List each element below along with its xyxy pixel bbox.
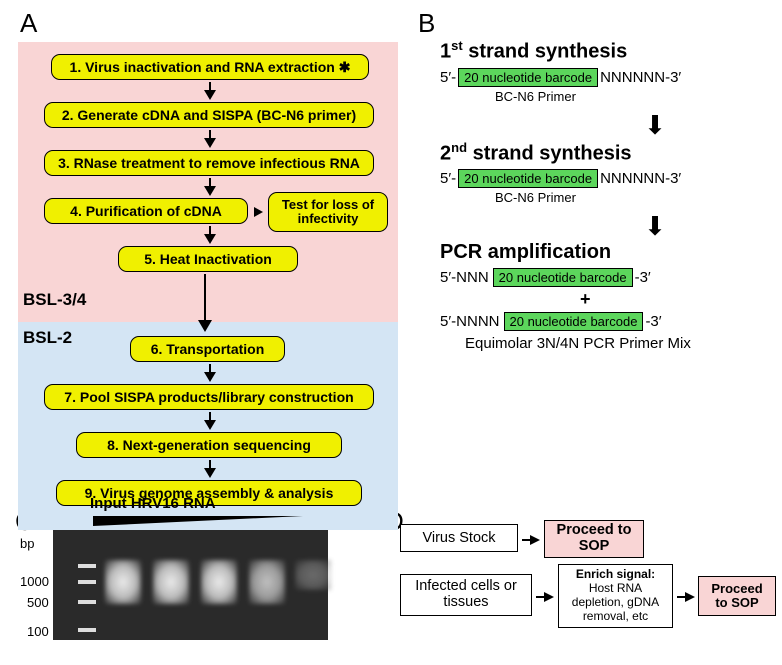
five-prime: 5′- bbox=[440, 69, 456, 86]
mix-label: Equimolar 3N/4N PCR Primer Mix bbox=[465, 335, 770, 352]
virus-stock-box: Virus Stock bbox=[400, 524, 518, 552]
gel-lane bbox=[105, 560, 141, 604]
title1-sup: st bbox=[451, 38, 463, 53]
title1-post: strand synthesis bbox=[463, 41, 628, 63]
arrow-icon bbox=[204, 468, 216, 478]
enrich-box: Enrich signal: Host RNA depletion, gDNA … bbox=[558, 564, 673, 628]
plus-sign: + bbox=[580, 289, 770, 310]
title2-sup: nd bbox=[451, 140, 467, 155]
barcode-box: 20 nucleotide barcode bbox=[458, 169, 598, 188]
n-sequence: NNNNNN bbox=[600, 69, 665, 86]
panel-b-label: B bbox=[418, 8, 435, 39]
bc-label: BC-N6 Primer bbox=[495, 190, 770, 205]
enrich-body: Host RNA depletion, gDNA removal, etc bbox=[567, 582, 664, 623]
gel-lane bbox=[249, 560, 285, 604]
nnn: NNN bbox=[456, 269, 489, 286]
three-prime: -3′ bbox=[635, 269, 651, 286]
bsl34-background bbox=[18, 42, 398, 322]
step-6: 6. Transportation bbox=[130, 336, 285, 362]
step-3: 3. RNase treatment to remove infectious … bbox=[44, 150, 374, 176]
primer-3: 5′- NNN 20 nucleotide barcode -3′ bbox=[440, 268, 770, 287]
barcode-box: 20 nucleotide barcode bbox=[504, 312, 644, 331]
n-sequence: NNNNNN bbox=[600, 170, 665, 187]
arrow-right-icon bbox=[544, 592, 554, 602]
arrow-right-icon bbox=[254, 207, 263, 217]
three-prime: -3′ bbox=[665, 170, 681, 187]
step-8: 8. Next-generation sequencing bbox=[76, 432, 342, 458]
arrow-icon bbox=[204, 90, 216, 100]
bp-500: 500 bbox=[27, 595, 49, 610]
bsl2-label: BSL-2 bbox=[23, 328, 72, 348]
step-1: 1. Virus inactivation and RNA extraction… bbox=[51, 54, 369, 80]
five-prime: 5′- bbox=[440, 170, 456, 187]
arrow-icon bbox=[204, 372, 216, 382]
arrow-right-icon bbox=[530, 535, 540, 545]
step-2: 2. Generate cDNA and SISPA (BC-N6 primer… bbox=[44, 102, 374, 128]
nnnn: NNNN bbox=[456, 313, 499, 330]
barcode-box: 20 nucleotide barcode bbox=[493, 268, 633, 287]
primer-4: 5′- NNNN 20 nucleotide barcode -3′ bbox=[440, 312, 770, 331]
arrow-right-icon bbox=[685, 592, 695, 602]
title2-post: strand synthesis bbox=[467, 142, 632, 164]
proceed-sop-box-2: Proceed to SOP bbox=[698, 576, 776, 616]
bsl34-label: BSL-3/4 bbox=[23, 290, 86, 310]
bp-label: bp bbox=[20, 536, 34, 551]
gel-image bbox=[53, 530, 328, 640]
gel-lane bbox=[201, 560, 237, 604]
gel-header: Input HRV16 RNA bbox=[90, 495, 216, 512]
arrow-icon bbox=[204, 138, 216, 148]
arrow-icon bbox=[204, 234, 216, 244]
gradient-triangle-icon bbox=[93, 516, 303, 526]
step-7: 7. Pool SISPA products/library construct… bbox=[44, 384, 374, 410]
panel-b-diagram: 1st strand synthesis 5′- 20 nucleotide b… bbox=[440, 38, 770, 352]
three-prime: -3′ bbox=[665, 69, 681, 86]
gel-lane bbox=[153, 560, 189, 604]
panel-a-label: A bbox=[20, 8, 37, 39]
ladder-band bbox=[78, 564, 96, 568]
ladder-band bbox=[78, 580, 96, 584]
title-2nd-strand: 2nd strand synthesis bbox=[440, 140, 770, 166]
primer-1: 5′- 20 nucleotide barcode NNNNNN -3′ bbox=[440, 68, 770, 87]
title-1st-strand: 1st strand synthesis bbox=[440, 38, 770, 64]
step-4-side: Test for loss of infectivity bbox=[268, 192, 388, 232]
title-pcr: PCR amplification bbox=[440, 241, 770, 264]
five-prime: 5′- bbox=[440, 269, 456, 286]
infected-box: Infected cells or tissues bbox=[400, 574, 532, 616]
title2-pre: 2 bbox=[440, 142, 451, 164]
enrich-title: Enrich signal: bbox=[576, 568, 655, 582]
three-prime: -3′ bbox=[645, 313, 661, 330]
title1-pre: 1 bbox=[440, 41, 451, 63]
ladder-band bbox=[78, 600, 96, 604]
bp-100: 100 bbox=[27, 624, 49, 639]
arrow-line bbox=[204, 274, 206, 322]
big-arrow-icon: ⬇ bbox=[540, 213, 770, 239]
bp-1000: 1000 bbox=[20, 574, 49, 589]
five-prime: 5′- bbox=[440, 313, 456, 330]
step-4: 4. Purification of cDNA bbox=[44, 198, 248, 224]
barcode-box: 20 nucleotide barcode bbox=[458, 68, 598, 87]
arrow-icon bbox=[204, 186, 216, 196]
bc-label: BC-N6 Primer bbox=[495, 89, 770, 104]
arrow-icon bbox=[204, 420, 216, 430]
big-arrow-icon: ⬇ bbox=[540, 112, 770, 138]
proceed-sop-box: Proceed to SOP bbox=[544, 520, 644, 558]
step-5: 5. Heat Inactivation bbox=[118, 246, 298, 272]
arrow-head-icon bbox=[198, 320, 212, 332]
ladder-band bbox=[78, 628, 96, 632]
primer-2: 5′- 20 nucleotide barcode NNNNNN -3′ bbox=[440, 169, 770, 188]
gel-lane bbox=[295, 560, 331, 590]
